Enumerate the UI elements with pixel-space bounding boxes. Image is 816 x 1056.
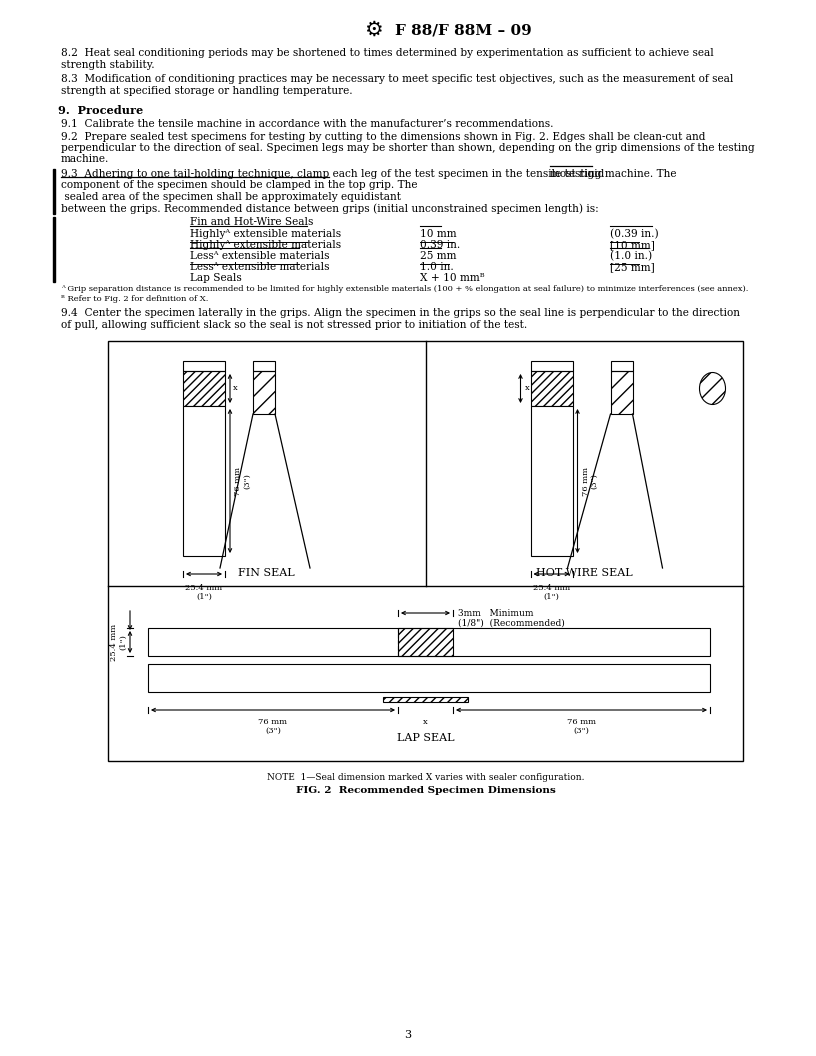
Text: component of the specimen should be clamped in the top grip. The: component of the specimen should be clam… [61,181,418,190]
Text: F 88/F 88M – 09: F 88/F 88M – 09 [395,23,532,37]
Text: Lessᴬ extensible materials: Lessᴬ extensible materials [190,251,330,261]
Text: 3: 3 [405,1030,411,1040]
Bar [148,664,710,692]
Bar [183,406,225,557]
Ellipse shape [699,373,725,404]
Text: X + 10 mmᴮ: X + 10 mmᴮ [420,274,485,283]
Bar [530,371,573,406]
Text: (3"): (3") [265,727,281,735]
Text: 9.2  Prepare sealed test specimens for testing by cutting to the dimensions show: 9.2 Prepare sealed test specimens for te… [61,132,706,142]
Text: 76 mm
(3"): 76 mm (3") [234,467,251,495]
Text: 9.4  Center the specimen laterally in the grips. Align the specimen in the grips: 9.4 Center the specimen laterally in the… [61,308,740,318]
Text: 1.0 in.: 1.0 in. [420,262,454,272]
Text: Highlyᴬ extensible materials: Highlyᴬ extensible materials [190,240,341,250]
Bar [530,361,573,371]
Text: 25.4 mm
(1"): 25.4 mm (1") [110,623,127,661]
Text: 76 mm
(3"): 76 mm (3") [582,467,599,495]
Text: x: x [525,384,530,393]
Bar [183,361,225,371]
Bar [398,628,453,656]
Bar [53,169,55,214]
Text: 9.3  Adhering to one tail-holding technique, clamp each leg of the test specimen: 9.3 Adhering to one tail-holding techniq… [61,169,680,180]
Text: 25.4 mm
(1"): 25.4 mm (1") [185,584,223,601]
Text: perpendicular to the direction of seal. Specimen legs may be shorter than shown,: perpendicular to the direction of seal. … [61,143,755,153]
Bar [108,341,743,761]
Text: Lap Seals: Lap Seals [190,274,242,283]
Bar [53,216,55,282]
Text: most rigid: most rigid [550,169,605,180]
Text: strength stability.: strength stability. [61,59,154,70]
Text: 8.3  Modification of conditioning practices may be necessary to meet specific te: 8.3 Modification of conditioning practic… [61,74,734,84]
Text: between the grips. Recommended distance between grips (initial unconstrained spe: between the grips. Recommended distance … [61,204,599,214]
Text: x: x [424,718,428,727]
Text: ᴬ Grip separation distance is recommended to be limited for highly extensible ma: ᴬ Grip separation distance is recommende… [61,285,748,293]
Bar [148,628,710,656]
Bar [253,371,275,414]
Text: LAP SEAL: LAP SEAL [397,733,455,743]
Bar [253,361,275,371]
Text: Fin and Hot-Wire Seals: Fin and Hot-Wire Seals [190,216,313,227]
Text: strength at specified storage or handling temperature.: strength at specified storage or handlin… [61,86,353,95]
Text: Highlyᴬ extensible materials: Highlyᴬ extensible materials [190,229,341,239]
Text: (1.0 in.): (1.0 in.) [610,251,652,261]
Text: 0.39 in.: 0.39 in. [420,240,460,250]
Text: 25 mm: 25 mm [420,251,456,261]
Bar [383,697,468,702]
Text: Lessᴬ extensible materials: Lessᴬ extensible materials [190,262,330,272]
Bar [183,371,225,406]
Text: NOTE  1—Seal dimension marked X varies with sealer configuration.: NOTE 1—Seal dimension marked X varies wi… [267,773,584,782]
Text: (3"): (3") [574,727,589,735]
Text: HOT WIRE SEAL: HOT WIRE SEAL [536,568,632,578]
Text: 10 mm: 10 mm [420,229,457,239]
Text: 25.4 mm
(1"): 25.4 mm (1") [533,584,570,601]
Text: 9.  Procedure: 9. Procedure [58,105,144,116]
Text: ᴮ Refer to Fig. 2 for definition of X.: ᴮ Refer to Fig. 2 for definition of X. [61,295,208,303]
Text: ⚙: ⚙ [364,20,383,40]
Text: (1/8")  (Recommended): (1/8") (Recommended) [458,619,565,627]
Bar [530,406,573,557]
Text: 3mm   Minimum: 3mm Minimum [458,608,534,618]
Text: [25 mm]: [25 mm] [610,262,654,272]
Text: 76 mm: 76 mm [259,718,287,727]
Text: 9.1  Calibrate the tensile machine in accordance with the manufacturer’s recomme: 9.1 Calibrate the tensile machine in acc… [61,119,553,129]
Text: [10 mm]: [10 mm] [610,240,655,250]
Text: (0.39 in.): (0.39 in.) [610,229,659,240]
Text: FIN SEAL: FIN SEAL [238,568,295,578]
Text: x: x [233,384,237,393]
Text: 76 mm: 76 mm [567,718,596,727]
Bar [610,371,632,414]
Bar [610,361,632,371]
Text: sealed area of the specimen shall be approximately equidistant: sealed area of the specimen shall be app… [61,192,401,202]
Text: 8.2  Heat seal conditioning periods may be shortened to times determined by expe: 8.2 Heat seal conditioning periods may b… [61,48,714,58]
Text: FIG. 2  Recommended Specimen Dimensions: FIG. 2 Recommended Specimen Dimensions [295,786,556,795]
Text: of pull, allowing sufficient slack so the seal is not stressed prior to initiati: of pull, allowing sufficient slack so th… [61,320,527,329]
Text: machine.: machine. [61,154,109,165]
